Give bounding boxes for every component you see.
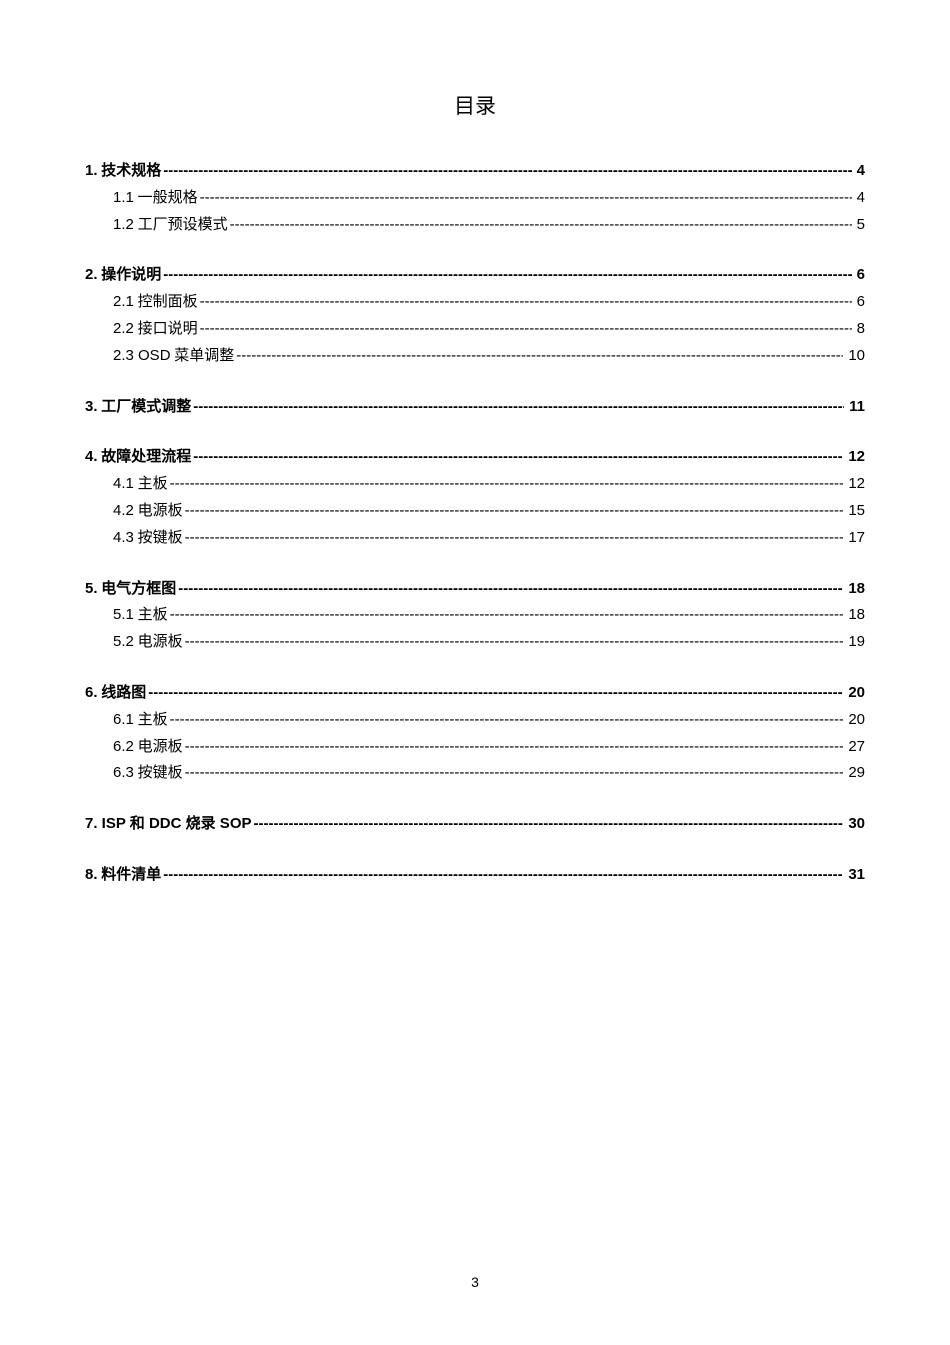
toc-leader-dots	[170, 471, 844, 497]
toc-label: 2.3 OSD 菜单调整	[113, 343, 234, 370]
toc-label: 6. 线路图	[85, 680, 146, 707]
toc-label: 4.1 主板	[113, 471, 168, 498]
toc-leader-dots	[230, 212, 852, 238]
toc-page-number: 12	[845, 444, 865, 470]
toc-leader-dots	[178, 576, 843, 602]
toc-leader-dots	[185, 629, 844, 655]
toc-leader-dots	[193, 444, 843, 470]
toc-label: 4. 故障处理流程	[85, 444, 191, 471]
toc-page-number: 6	[854, 289, 865, 315]
toc-heading: 5. 电气方框图 18	[85, 576, 865, 603]
toc-page-number: 8	[854, 316, 865, 342]
toc-label: 5. 电气方框图	[85, 576, 176, 603]
toc-page-number: 18	[845, 576, 865, 602]
toc-section: 7. ISP 和 DDC 烧录 SOP 30	[85, 811, 865, 838]
toc-page-number: 15	[845, 498, 865, 524]
toc-page-number: 20	[845, 680, 865, 706]
toc-subitem: 1.1 一般规格 4	[85, 185, 865, 212]
toc-subitem: 2.3 OSD 菜单调整 10	[85, 343, 865, 370]
toc-subitem: 6.3 按键板 29	[85, 760, 865, 787]
toc-subitem: 4.3 按键板 17	[85, 525, 865, 552]
toc-leader-dots	[163, 862, 843, 888]
toc-leader-dots	[185, 734, 844, 760]
toc-page-number: 31	[845, 862, 865, 888]
toc-page-number: 29	[845, 760, 865, 786]
toc-heading: 3. 工厂模式调整 11	[85, 394, 865, 421]
toc-leader-dots	[163, 158, 851, 184]
toc-heading: 1. 技术规格 4	[85, 158, 865, 185]
toc-label: 4.2 电源板	[113, 498, 183, 525]
toc-subitem: 6.1 主板 20	[85, 707, 865, 734]
toc-label: 2.2 接口说明	[113, 316, 198, 343]
toc-subitem: 6.2 电源板 27	[85, 734, 865, 761]
toc-label: 1. 技术规格	[85, 158, 161, 185]
toc-page-number: 12	[845, 471, 865, 497]
toc-label: 6.2 电源板	[113, 734, 183, 761]
toc-page-number: 20	[845, 707, 865, 733]
toc-label: 8. 料件清单	[85, 862, 161, 889]
toc-heading: 2. 操作说明 6	[85, 262, 865, 289]
toc-section: 2. 操作说明 62.1 控制面板 62.2 接口说明 82.3 OSD 菜单调…	[85, 262, 865, 369]
table-of-contents: 1. 技术规格 41.1 一般规格 41.2 工厂预设模式 52. 操作说明 6…	[85, 158, 865, 889]
toc-leader-dots	[193, 394, 844, 420]
toc-page-number: 4	[854, 185, 865, 211]
toc-section: 4. 故障处理流程 124.1 主板 124.2 电源板 154.3 按键板 1…	[85, 444, 865, 551]
toc-leader-dots	[163, 262, 851, 288]
toc-subitem: 2.1 控制面板 6	[85, 289, 865, 316]
toc-page-number: 5	[854, 212, 865, 238]
toc-leader-dots	[254, 811, 844, 837]
toc-leader-dots	[170, 707, 844, 733]
toc-leader-dots	[148, 680, 843, 706]
toc-page-number: 27	[845, 734, 865, 760]
toc-leader-dots	[200, 185, 852, 211]
toc-leader-dots	[236, 343, 843, 369]
toc-label: 5.2 电源板	[113, 629, 183, 656]
toc-page-number: 10	[845, 343, 865, 369]
toc-label: 3. 工厂模式调整	[85, 394, 191, 421]
toc-page-number: 11	[846, 394, 865, 420]
toc-section: 3. 工厂模式调整 11	[85, 394, 865, 421]
toc-heading: 6. 线路图 20	[85, 680, 865, 707]
page-number: 3	[471, 1274, 479, 1290]
toc-label: 1.2 工厂预设模式	[113, 212, 228, 239]
toc-heading: 4. 故障处理流程 12	[85, 444, 865, 471]
toc-section: 6. 线路图 206.1 主板 206.2 电源板 276.3 按键板 29	[85, 680, 865, 787]
toc-page-number: 30	[845, 811, 865, 837]
toc-label: 2.1 控制面板	[113, 289, 198, 316]
toc-page-number: 4	[854, 158, 865, 184]
toc-leader-dots	[185, 760, 844, 786]
toc-label: 7. ISP 和 DDC 烧录 SOP	[85, 811, 252, 838]
toc-heading: 8. 料件清单 31	[85, 862, 865, 889]
toc-label: 1.1 一般规格	[113, 185, 198, 212]
toc-label: 2. 操作说明	[85, 262, 161, 289]
toc-page-number: 17	[845, 525, 865, 551]
toc-label: 6.3 按键板	[113, 760, 183, 787]
toc-subitem: 5.1 主板 18	[85, 602, 865, 629]
toc-heading: 7. ISP 和 DDC 烧录 SOP 30	[85, 811, 865, 838]
toc-section: 1. 技术规格 41.1 一般规格 41.2 工厂预设模式 5	[85, 158, 865, 238]
toc-leader-dots	[185, 498, 844, 524]
toc-section: 8. 料件清单 31	[85, 862, 865, 889]
toc-subitem: 2.2 接口说明 8	[85, 316, 865, 343]
toc-leader-dots	[185, 525, 844, 551]
toc-title: 目录	[85, 90, 865, 120]
toc-subitem: 1.2 工厂预设模式 5	[85, 212, 865, 239]
toc-leader-dots	[200, 289, 852, 315]
toc-leader-dots	[170, 602, 844, 628]
toc-subitem: 4.1 主板 12	[85, 471, 865, 498]
toc-page-number: 6	[854, 262, 865, 288]
toc-label: 6.1 主板	[113, 707, 168, 734]
page-content: 目录 1. 技术规格 41.1 一般规格 41.2 工厂预设模式 52. 操作说…	[0, 0, 950, 889]
toc-subitem: 4.2 电源板 15	[85, 498, 865, 525]
toc-label: 4.3 按键板	[113, 525, 183, 552]
toc-page-number: 18	[845, 602, 865, 628]
toc-section: 5. 电气方框图 185.1 主板 185.2 电源板 19	[85, 576, 865, 656]
toc-subitem: 5.2 电源板 19	[85, 629, 865, 656]
toc-leader-dots	[200, 316, 852, 342]
toc-label: 5.1 主板	[113, 602, 168, 629]
toc-page-number: 19	[845, 629, 865, 655]
page-footer: 3	[0, 1274, 950, 1290]
